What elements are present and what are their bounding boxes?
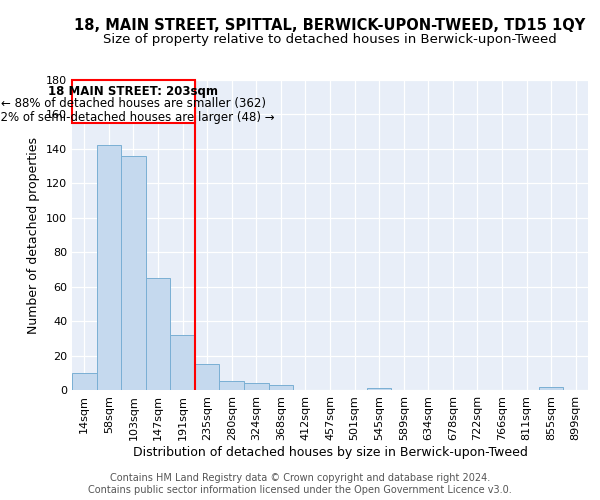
Bar xyxy=(269,385,293,390)
Text: ← 88% of detached houses are smaller (362): ← 88% of detached houses are smaller (36… xyxy=(1,97,266,110)
Bar xyxy=(72,373,97,390)
Bar xyxy=(195,364,220,390)
Text: 18, MAIN STREET, SPITTAL, BERWICK-UPON-TWEED, TD15 1QY: 18, MAIN STREET, SPITTAL, BERWICK-UPON-T… xyxy=(74,18,586,32)
Bar xyxy=(220,382,244,390)
Y-axis label: Number of detached properties: Number of detached properties xyxy=(28,136,40,334)
Bar xyxy=(539,386,563,390)
Bar xyxy=(244,383,269,390)
X-axis label: Distribution of detached houses by size in Berwick-upon-Tweed: Distribution of detached houses by size … xyxy=(133,446,527,458)
Bar xyxy=(170,335,195,390)
Bar xyxy=(146,278,170,390)
Text: 18 MAIN STREET: 203sqm: 18 MAIN STREET: 203sqm xyxy=(49,85,218,98)
Text: Size of property relative to detached houses in Berwick-upon-Tweed: Size of property relative to detached ho… xyxy=(103,32,557,46)
Bar xyxy=(121,156,146,390)
Text: 12% of semi-detached houses are larger (48) →: 12% of semi-detached houses are larger (… xyxy=(0,111,274,124)
Bar xyxy=(72,80,195,123)
Text: Contains HM Land Registry data © Crown copyright and database right 2024.
Contai: Contains HM Land Registry data © Crown c… xyxy=(88,474,512,495)
Bar xyxy=(97,146,121,390)
Bar xyxy=(367,388,391,390)
